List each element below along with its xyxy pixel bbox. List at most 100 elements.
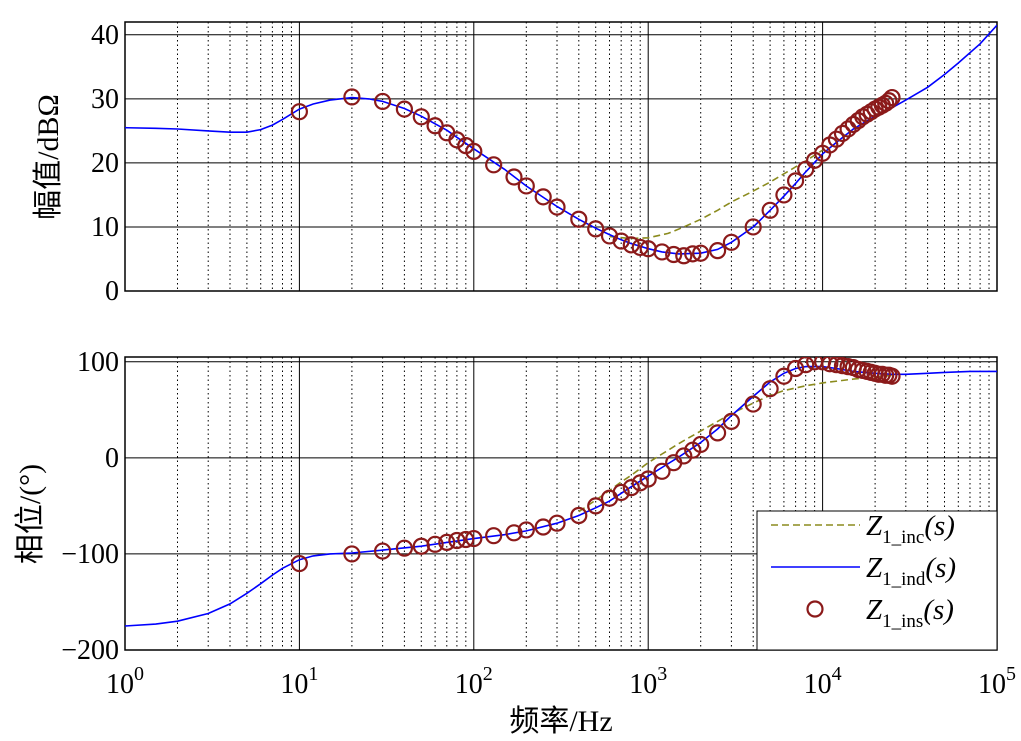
legend-label-subscript: 1_ins [882, 611, 923, 632]
data-marker [684, 245, 702, 263]
data-marker [631, 238, 649, 257]
data-marker [880, 92, 898, 110]
x-tick-exponent: 1 [308, 663, 318, 685]
data-marker [775, 367, 793, 385]
x-tick-label: 105 [978, 663, 1016, 700]
x-tick-label: 100 [106, 663, 144, 700]
y-tick-label: 40 [91, 20, 119, 51]
series-line-dashed [609, 149, 824, 240]
legend-marker [806, 600, 824, 618]
data-marker [343, 545, 361, 563]
x-tick-label: 102 [455, 663, 493, 700]
x-tick-label: 103 [629, 663, 667, 700]
data-marker [465, 529, 483, 548]
data-marker [675, 247, 693, 265]
x-tick-exponent: 0 [134, 663, 144, 685]
data-marker [612, 232, 630, 250]
data-marker [665, 245, 683, 264]
data-marker [457, 530, 475, 549]
data-marker [761, 201, 779, 219]
magnitude-y-axis-title: 幅值/dBΩ [32, 94, 65, 220]
y-tick-label: 20 [91, 148, 119, 179]
data-marker [374, 92, 392, 111]
data-marker [797, 357, 815, 374]
data-marker [692, 435, 710, 454]
data-marker [517, 521, 535, 539]
data-marker [622, 479, 640, 497]
data-marker [395, 539, 413, 557]
data-marker [692, 244, 710, 262]
data-marker [485, 156, 503, 174]
data-marker [744, 218, 762, 236]
y-tick-label: −200 [61, 635, 119, 666]
data-marker [786, 172, 805, 190]
legend-label: Z1_inc(s) [866, 510, 955, 548]
data-marker [839, 120, 857, 138]
data-marker [883, 88, 901, 107]
legend-label-main: Z [866, 510, 883, 542]
data-marker [827, 357, 846, 374]
legend-label-argument: (s) [925, 552, 956, 584]
data-marker [675, 447, 693, 465]
data-marker [744, 395, 762, 413]
x-tick-exponent: 4 [832, 663, 842, 685]
data-marker [709, 424, 727, 442]
data-marker [534, 188, 552, 206]
data-marker [412, 108, 430, 126]
magnitude-panel: 0 10 20 30 40 [91, 20, 998, 307]
legend-label: Z1_ins(s) [866, 594, 954, 632]
data-marker [290, 103, 308, 121]
data-marker [290, 554, 308, 573]
data-marker [548, 198, 566, 216]
data-marker [653, 462, 671, 480]
data-marker [786, 359, 805, 378]
legend-label-main: Z [866, 552, 883, 584]
data-marker [587, 497, 605, 515]
data-marker [505, 524, 523, 542]
data-marker [485, 527, 503, 545]
data-marker [343, 88, 361, 106]
data-marker [570, 506, 588, 525]
data-marker [833, 124, 852, 143]
x-tick-exponent: 2 [483, 663, 493, 685]
legend: Z1_inc(s)Z1_ind(s)Z1_ins(s) [756, 510, 998, 651]
data-marker [517, 177, 535, 195]
data-marker [797, 160, 815, 178]
data-marker [775, 186, 793, 204]
x-axis-title: 频率/Hz [509, 705, 612, 738]
x-tick-exponent: 3 [657, 663, 667, 685]
data-marker [722, 412, 741, 430]
data-marker [395, 100, 413, 118]
data-marker [833, 357, 852, 375]
y-tick-label: 10 [91, 212, 119, 243]
series-line-dashed [578, 374, 893, 513]
data-marker [448, 531, 466, 550]
legend-label-argument: (s) [924, 510, 955, 542]
data-marker [548, 514, 566, 532]
x-tick-label: 101 [280, 663, 318, 700]
data-marker [631, 474, 649, 492]
data-marker [505, 168, 523, 186]
data-marker [639, 470, 657, 488]
y-tick-label: 0 [105, 276, 119, 307]
y-tick-label: 0 [105, 443, 119, 474]
data-marker [622, 236, 640, 254]
data-marker [821, 357, 839, 373]
data-marker [612, 483, 630, 502]
axes-frame [124, 21, 998, 292]
legend-label-subscript: 1_ind [882, 569, 926, 590]
data-marker [722, 233, 741, 251]
data-marker [465, 142, 483, 160]
data-marker [883, 367, 901, 385]
legend-label-main: Z [866, 594, 883, 626]
data-marker [438, 533, 456, 552]
legend-label-argument: (s) [923, 594, 954, 626]
data-marker [653, 243, 671, 261]
x-tick-exponent: 5 [1006, 663, 1016, 685]
y-tick-label: −100 [61, 539, 119, 570]
y-tick-label: 30 [91, 84, 119, 115]
axes-frame [124, 356, 998, 651]
data-marker [761, 380, 779, 398]
legend-label: Z1_ind(s) [866, 552, 956, 590]
